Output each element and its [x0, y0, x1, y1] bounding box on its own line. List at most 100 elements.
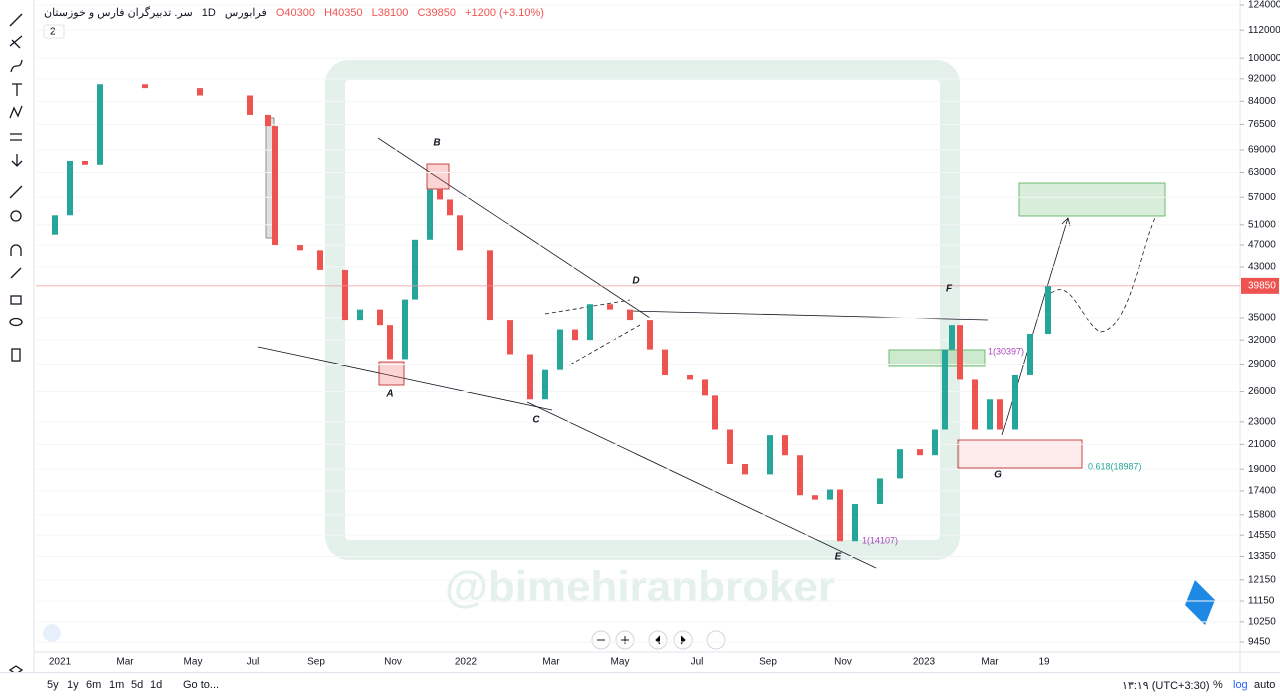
x-tick-label: Sep — [759, 657, 777, 668]
candle — [487, 250, 493, 321]
y-tick-label: 21000 — [1248, 439, 1276, 450]
percent[interactable]: % — [1213, 679, 1223, 691]
candle — [272, 126, 278, 246]
candle — [827, 489, 833, 500]
wave-label: B — [433, 138, 440, 149]
chart: @bimehiranbroker 2 124000 112000 100000 920… — [0, 0, 1280, 672]
candle — [997, 399, 1003, 430]
candle — [897, 449, 903, 479]
candle — [412, 239, 418, 300]
header: سر. تدبیرگران فارس و خوزستان 1D فرابورس … — [44, 6, 550, 19]
y-tick-label: 76500 — [1248, 119, 1276, 130]
candle — [317, 250, 323, 270]
x-tick-label: Mar — [116, 657, 134, 668]
candle — [82, 160, 88, 165]
tool-ruler[interactable] — [9, 185, 23, 199]
studies-count: 2 — [50, 27, 56, 38]
tool-pattern[interactable] — [9, 105, 23, 119]
y-tick-label: 29000 — [1248, 359, 1276, 370]
range-button[interactable]: 6m — [86, 679, 102, 691]
x-tick-label: Sep — [307, 657, 325, 668]
candle — [949, 325, 955, 350]
candle — [942, 349, 948, 430]
interval: 1D — [201, 7, 216, 19]
candle — [607, 304, 613, 310]
fib-label: 0.618(18987) — [1088, 461, 1142, 471]
y-tick-label: 9450 — [1248, 637, 1271, 648]
tool-brush[interactable] — [10, 59, 23, 73]
candle — [662, 349, 668, 375]
candle — [587, 304, 593, 341]
tool-text[interactable] — [12, 83, 22, 96]
x-tick-label: 2022 — [455, 657, 478, 668]
candle — [797, 455, 803, 496]
x-tick-label: 2021 — [49, 657, 72, 668]
candle — [197, 88, 203, 96]
y-tick-label: 17400 — [1248, 486, 1276, 497]
wave-label: C — [532, 415, 540, 426]
logo-button[interactable] — [43, 624, 61, 642]
log-toggle[interactable]: log — [1233, 679, 1248, 691]
candle — [247, 95, 253, 115]
candle — [782, 435, 788, 456]
tool-arrow[interactable] — [11, 154, 23, 167]
candle — [457, 215, 463, 251]
y-tick-label: 14550 — [1248, 530, 1276, 541]
candle — [357, 309, 363, 321]
candle — [557, 329, 563, 370]
range-button[interactable]: 1m — [109, 679, 125, 691]
tool-pencil[interactable] — [10, 267, 22, 279]
tool-fib[interactable] — [9, 35, 23, 49]
candle — [627, 309, 633, 321]
candle — [687, 374, 693, 380]
left-toolbar — [0, 0, 34, 672]
candle — [387, 325, 393, 360]
tool-eye[interactable] — [9, 317, 23, 327]
candle — [957, 325, 963, 380]
x-tick-label: Nov — [834, 657, 852, 668]
candle — [852, 504, 858, 542]
range-button[interactable]: 1y — [67, 679, 79, 691]
range-button[interactable]: 5y — [47, 679, 59, 691]
y-tick-label: 32000 — [1248, 335, 1276, 346]
candle — [572, 329, 578, 341]
tool-trash[interactable] — [11, 348, 21, 362]
y-tick-label: 43000 — [1248, 262, 1276, 273]
candle — [52, 215, 58, 235]
y-tick-label: 47000 — [1248, 240, 1276, 251]
x-tick-label: Jul — [247, 657, 260, 668]
auto-toggle[interactable]: auto — [1254, 679, 1276, 691]
candle — [932, 429, 938, 456]
tool-layers[interactable] — [8, 665, 24, 672]
trend-line — [629, 310, 989, 321]
range-button[interactable]: 5d — [131, 679, 144, 691]
wave-label: F — [946, 284, 953, 295]
reset[interactable] — [706, 630, 726, 650]
wave-label: A — [385, 389, 393, 400]
tool-lock[interactable] — [10, 295, 22, 305]
candle — [917, 449, 923, 456]
trend-line — [526, 401, 877, 569]
candle — [1027, 334, 1033, 375]
goto[interactable]: Go to... — [183, 679, 220, 691]
symbol: سر. تدبیرگران فارس و خوزستان — [44, 7, 193, 19]
candle — [542, 369, 548, 400]
zone-box — [888, 349, 986, 367]
candle — [877, 478, 883, 505]
y-tick-label: 69000 — [1248, 145, 1276, 156]
tool-zoom[interactable] — [10, 210, 22, 222]
target-box — [1018, 182, 1166, 217]
y-tick-label: 57000 — [1248, 192, 1276, 203]
range-button[interactable]: 1d — [150, 679, 163, 691]
tool-magnet[interactable] — [10, 244, 22, 256]
x-tick-label: 19 — [1038, 657, 1050, 668]
tool-position[interactable] — [10, 133, 22, 141]
y-tick-label: 19000 — [1248, 464, 1276, 475]
tool-line[interactable] — [9, 13, 23, 27]
candle — [1012, 374, 1018, 430]
candle — [402, 299, 408, 360]
y-tick-label: 124000 — [1248, 0, 1280, 11]
y-tick-label: 23000 — [1248, 417, 1276, 428]
x-tick-label: May — [184, 657, 203, 668]
studies-toggle[interactable] — [43, 24, 65, 39]
